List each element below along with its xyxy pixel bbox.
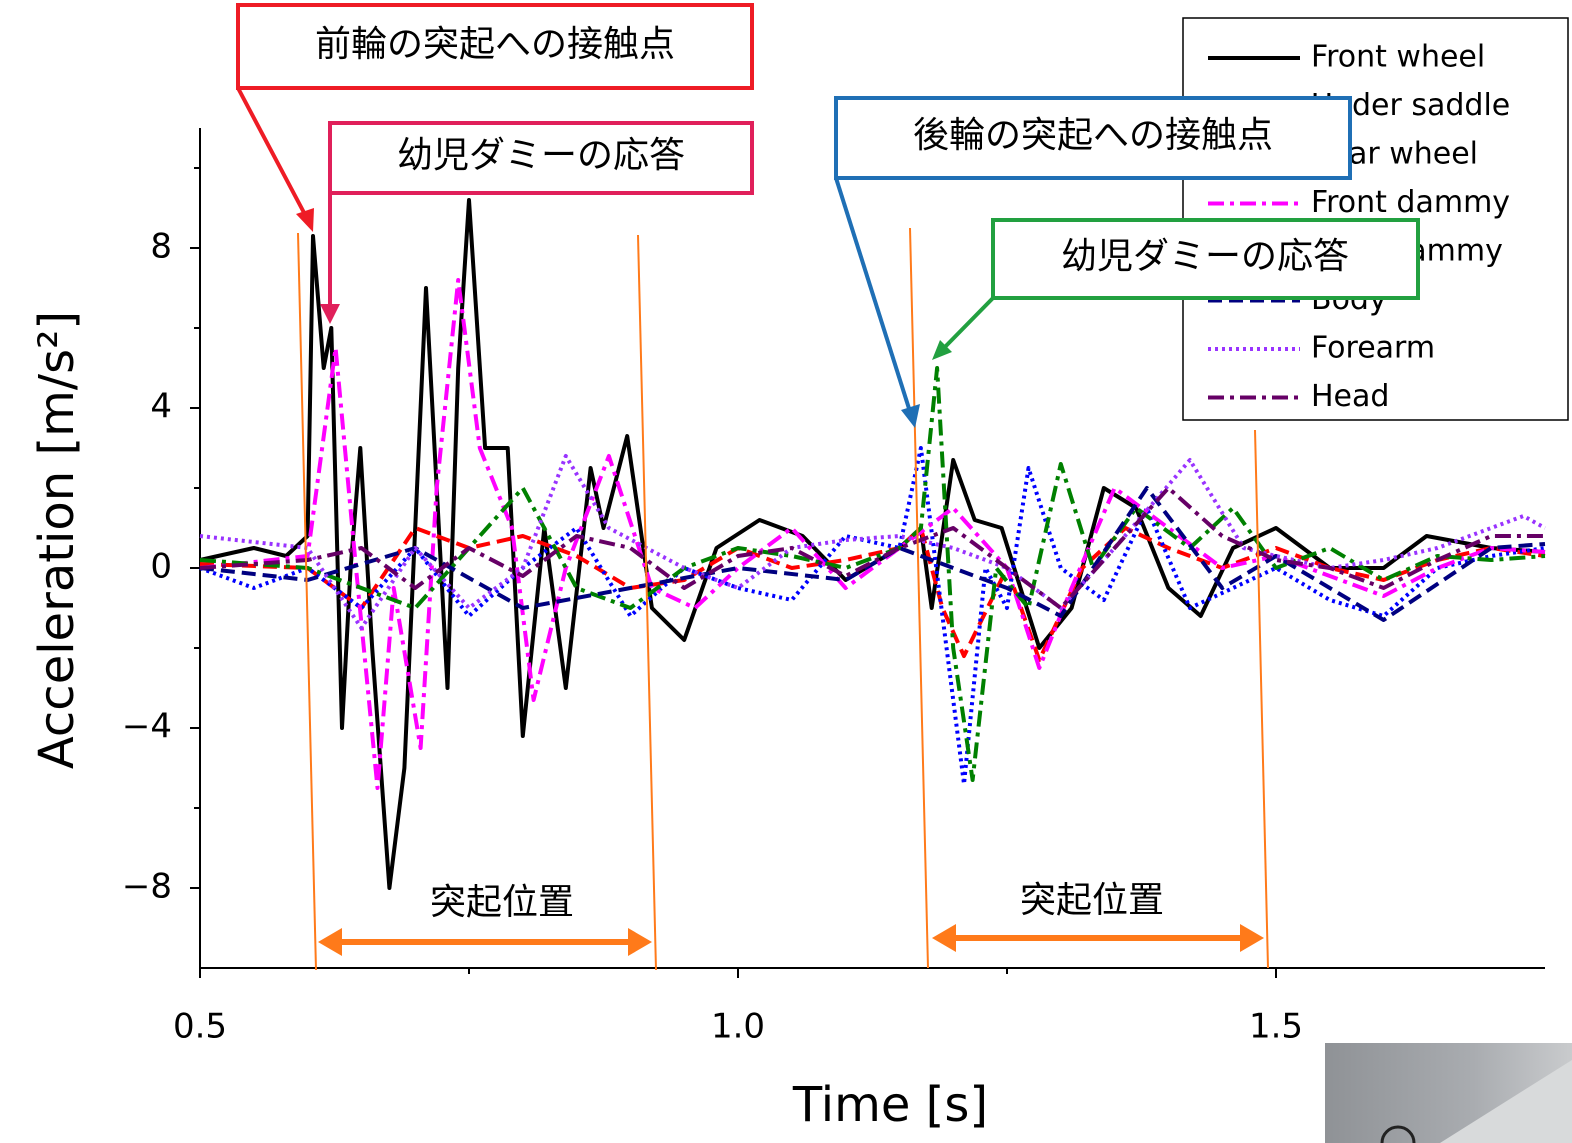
series-line <box>199 486 1546 622</box>
region-line <box>1254 429 1269 969</box>
callout-arrow <box>236 87 312 225</box>
series-line <box>199 278 1546 790</box>
photo-fragment <box>1325 1043 1572 1143</box>
callout-box <box>834 96 1352 180</box>
x-axis-label: Time [s] <box>792 1077 988 1133</box>
arrow-head <box>932 340 952 360</box>
plot-lines <box>199 198 1546 890</box>
region-label: 突起位置 <box>1020 880 1164 921</box>
callout-text: 幼児ダミーの応答 <box>1061 236 1349 277</box>
legend-label: Forearm <box>1311 331 1435 366</box>
photo-detail <box>1440 1060 1572 1143</box>
region-arrows <box>318 924 1264 956</box>
x-tick-label: 1.0 <box>711 1007 765 1047</box>
axes: 8 4 0 −4 −8 0.5 1.0 1.5 Time [s] Acceleration [m/… <box>29 128 1545 1133</box>
arrow-head <box>1240 924 1264 952</box>
callout-box <box>236 3 754 90</box>
legend-label: Front dammy <box>1311 185 1510 220</box>
y-tick-label: 0 <box>150 547 172 587</box>
arrow-head <box>296 208 314 232</box>
y-tick-label: 4 <box>150 387 172 427</box>
region-label: 突起位置 <box>430 882 574 923</box>
callout-arrow <box>938 296 995 354</box>
arrow-head <box>320 304 340 324</box>
callout-text: 幼児ダミーの応答 <box>397 135 685 176</box>
series-line <box>199 486 1545 610</box>
y-tick-label: −8 <box>122 867 172 907</box>
callout-text: 前輪の突起への接触点 <box>315 24 675 65</box>
y-tick-label: 8 <box>150 227 172 267</box>
callout-box <box>991 218 1420 300</box>
region-markers <box>297 227 1269 971</box>
callout-text: 後輪の突起への接触点 <box>913 115 1273 156</box>
region-line <box>909 227 929 969</box>
arrow-head <box>318 928 342 956</box>
arrow-head <box>932 924 956 952</box>
legend-label: Head <box>1311 379 1389 414</box>
x-tick-label: 1.5 <box>1249 1007 1303 1047</box>
callout-box <box>328 121 754 195</box>
arrow-head <box>901 404 920 428</box>
photo-detail <box>1380 1125 1416 1143</box>
series-line <box>199 198 1546 890</box>
y-axis-label: Acceleration [m/s²] <box>29 311 85 769</box>
series-line <box>199 446 1546 786</box>
callout-arrow <box>834 177 914 419</box>
legend-label: Front wheel <box>1311 40 1485 75</box>
series-line <box>199 454 1546 630</box>
region-line <box>637 234 657 971</box>
y-tick-label: −4 <box>122 707 172 747</box>
region-line <box>297 232 317 971</box>
callouts: 前輪の突起への接触点 幼児ダミーの応答 後輪の突起への接触点 幼児ダミーの応答 <box>236 3 1420 428</box>
x-tick-label: 0.5 <box>173 1007 227 1047</box>
arrow-head <box>628 928 652 956</box>
